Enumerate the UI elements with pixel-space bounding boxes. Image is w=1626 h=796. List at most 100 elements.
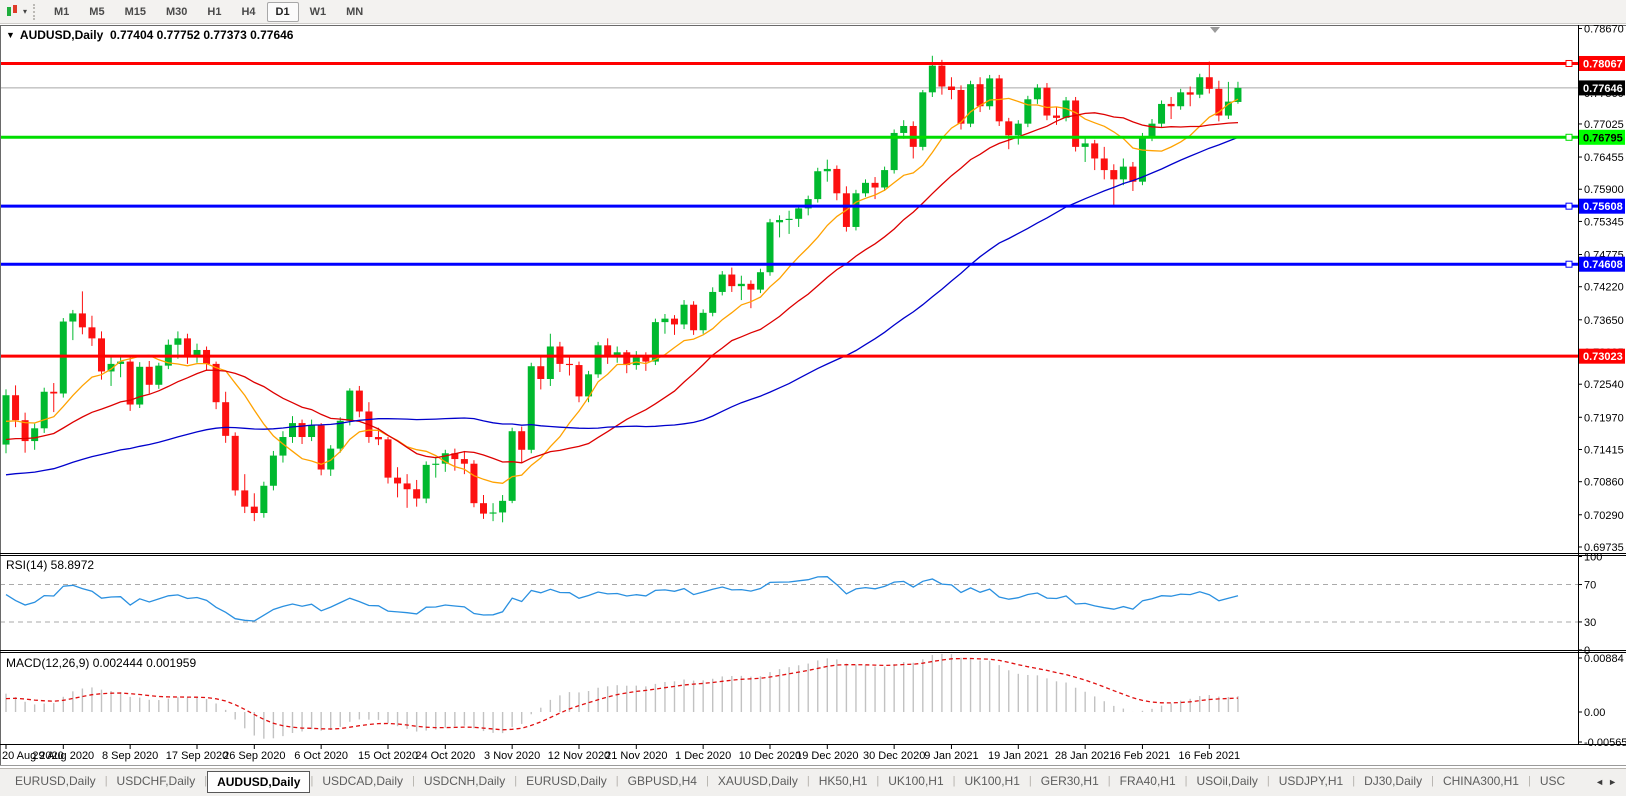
tab-scroll-right-icon[interactable]: ► <box>1608 777 1621 787</box>
svg-text:0.74608: 0.74608 <box>1583 259 1623 271</box>
svg-text:16 Feb 2021: 16 Feb 2021 <box>1178 750 1240 762</box>
svg-text:0.76455: 0.76455 <box>1584 152 1624 164</box>
timeframe-button-m1[interactable]: M1 <box>54 5 70 18</box>
tab-divider: | <box>204 775 208 787</box>
svg-text:0.77025: 0.77025 <box>1584 119 1624 131</box>
svg-text:0.70860: 0.70860 <box>1584 477 1624 489</box>
tab-divider: | <box>310 775 314 787</box>
svg-text:0.78067: 0.78067 <box>1583 58 1623 70</box>
macd-indicator-label: MACD(12,26,9) 0.002444 0.001959 <box>6 656 197 670</box>
chart-tab[interactable]: USC <box>1539 774 1566 788</box>
timeframe-button-m15[interactable]: M15 <box>124 5 146 18</box>
top-toolbar: ▾ M1 M5 M15 M30 H1 H4 D1 W1 MN <box>0 0 1626 24</box>
svg-text:0.70290: 0.70290 <box>1584 510 1624 522</box>
svg-text:19 Jan 2021: 19 Jan 2021 <box>988 750 1049 762</box>
chart-tab[interactable]: USDCAD,Daily <box>322 774 403 788</box>
tab-divider: | <box>1527 775 1531 787</box>
svg-text:29 Aug 2020: 29 Aug 2020 <box>32 750 94 762</box>
chart-tab[interactable]: HK50,H1 <box>818 774 868 788</box>
svg-text:0.00: 0.00 <box>1584 707 1605 719</box>
tab-divider: | <box>412 775 415 787</box>
timeframe-group: M1 M5 M15 M30 H1 H4 D1 W1 MN <box>44 1 373 22</box>
svg-text:8 Sep 2020: 8 Sep 2020 <box>102 750 158 762</box>
chart-tab[interactable]: GBPUSD,H4 <box>627 774 697 788</box>
svg-text:0.73650: 0.73650 <box>1584 315 1624 327</box>
chart-tab[interactable]: UK100,H1 <box>888 774 944 788</box>
chart-tab[interactable]: EURUSD,Daily <box>15 774 96 788</box>
chevron-down-icon[interactable]: ▾ <box>23 7 28 16</box>
tab-divider: | <box>104 775 108 787</box>
tab-divider: | <box>1028 775 1032 787</box>
svg-text:0: 0 <box>1584 645 1590 657</box>
chart-tab[interactable]: XAUUSD,Daily <box>717 774 798 788</box>
svg-text:100: 100 <box>1584 551 1602 563</box>
chart-tab[interactable]: USOil,Daily <box>1196 774 1258 788</box>
svg-text:0.71970: 0.71970 <box>1584 412 1624 424</box>
tab-divider: | <box>1107 775 1111 787</box>
chart-tab[interactable]: DJ30,Daily <box>1364 774 1423 788</box>
tab-divider: | <box>952 775 956 787</box>
svg-text:0.72540: 0.72540 <box>1584 379 1624 391</box>
svg-text:6 Oct 2020: 6 Oct 2020 <box>294 750 348 762</box>
svg-text:30: 30 <box>1584 617 1596 629</box>
chart-tab[interactable]: FRA40,H1 <box>1119 774 1176 788</box>
tab-divider: | <box>1266 775 1270 787</box>
svg-text:28 Jan 2021: 28 Jan 2021 <box>1055 750 1116 762</box>
tab-divider: | <box>1352 775 1356 787</box>
chart-tab[interactable]: CHINA300,H1 <box>1442 774 1519 788</box>
chart-symbol: AUDUSD,Daily <box>19 28 104 42</box>
svg-text:0.69735: 0.69735 <box>1584 542 1624 554</box>
svg-text:0.74220: 0.74220 <box>1584 282 1624 294</box>
timeframe-button-w1[interactable]: W1 <box>309 5 327 18</box>
toolbar-grip <box>33 3 38 20</box>
svg-text:3 Nov 2020: 3 Nov 2020 <box>484 750 540 762</box>
svg-text:24 Oct 2020: 24 Oct 2020 <box>415 750 475 762</box>
chart-tab[interactable]: USDCHF,Daily <box>116 774 196 788</box>
collapse-triangle-icon[interactable]: ▼ <box>6 30 15 40</box>
timeframe-button-h4[interactable]: H4 <box>241 5 256 18</box>
tab-divider: | <box>1431 775 1434 787</box>
timeframe-button-m5[interactable]: M5 <box>89 5 105 18</box>
timeframe-button-mn[interactable]: MN <box>346 5 364 18</box>
tab-divider: | <box>705 775 709 787</box>
timeframe-button-h1[interactable]: H1 <box>207 5 222 18</box>
chart-tab[interactable]: AUDUSD,Daily <box>207 771 311 793</box>
timeframe-button-m30[interactable]: M30 <box>165 5 188 18</box>
tab-scroll-arrows: ◄► <box>1589 777 1621 787</box>
svg-text:1 Dec 2020: 1 Dec 2020 <box>675 750 731 762</box>
chart-tab[interactable]: GER30,H1 <box>1040 774 1099 788</box>
svg-text:15 Oct 2020: 15 Oct 2020 <box>358 750 418 762</box>
chart-tab[interactable]: EURUSD,Daily <box>526 774 607 788</box>
timeframe-button-d1[interactable]: D1 <box>266 1 299 22</box>
svg-text:17 Sep 2020: 17 Sep 2020 <box>166 750 228 762</box>
tab-scroll-left-icon[interactable]: ◄ <box>1595 777 1609 787</box>
svg-text:0.78670: 0.78670 <box>1584 23 1624 35</box>
chart-tab[interactable]: USDJPY,H1 <box>1278 774 1344 788</box>
tab-list: EURUSD,Daily | USDCHF,Daily | AUDUSD,Daily | U… <box>6 769 1574 793</box>
tab-divider: | <box>514 775 518 787</box>
svg-text:26 Sep 2020: 26 Sep 2020 <box>223 750 285 762</box>
svg-text:6 Feb 2021: 6 Feb 2021 <box>1115 750 1171 762</box>
chart-tab-bar: EURUSD,Daily | USDCHF,Daily | AUDUSD,Daily | U… <box>0 768 1626 796</box>
svg-text:0.71415: 0.71415 <box>1584 444 1624 456</box>
rsi-indicator-label: RSI(14) 58.8972 <box>6 558 95 572</box>
svg-text:0.75900: 0.75900 <box>1584 184 1624 196</box>
svg-text:20 Aug 2020: 20 Aug 2020 <box>2 750 64 762</box>
svg-text:0.00884: 0.00884 <box>1584 653 1624 665</box>
svg-text:0.77646: 0.77646 <box>1583 83 1623 95</box>
tab-divider: | <box>876 775 880 787</box>
svg-text:30 Dec 2020: 30 Dec 2020 <box>863 750 925 762</box>
svg-text:12 Nov 2020: 12 Nov 2020 <box>548 750 610 762</box>
svg-text:0.75345: 0.75345 <box>1584 216 1624 228</box>
tab-divider: | <box>1184 775 1188 787</box>
svg-text:0.76795: 0.76795 <box>1583 132 1623 144</box>
svg-text:21 Nov 2020: 21 Nov 2020 <box>605 750 667 762</box>
chart-tab[interactable]: USDCNH,Daily <box>423 774 506 788</box>
chart-title: ▼ AUDUSD,Daily 0.77404 0.77752 0.77373 0.… <box>6 28 293 42</box>
chart-tab[interactable]: UK100,H1 <box>964 774 1020 788</box>
svg-text:70: 70 <box>1584 580 1596 592</box>
svg-text:10 Dec 2020: 10 Dec 2020 <box>739 750 801 762</box>
tab-divider: | <box>615 775 619 787</box>
chart-cursor-icon[interactable] <box>4 4 22 20</box>
